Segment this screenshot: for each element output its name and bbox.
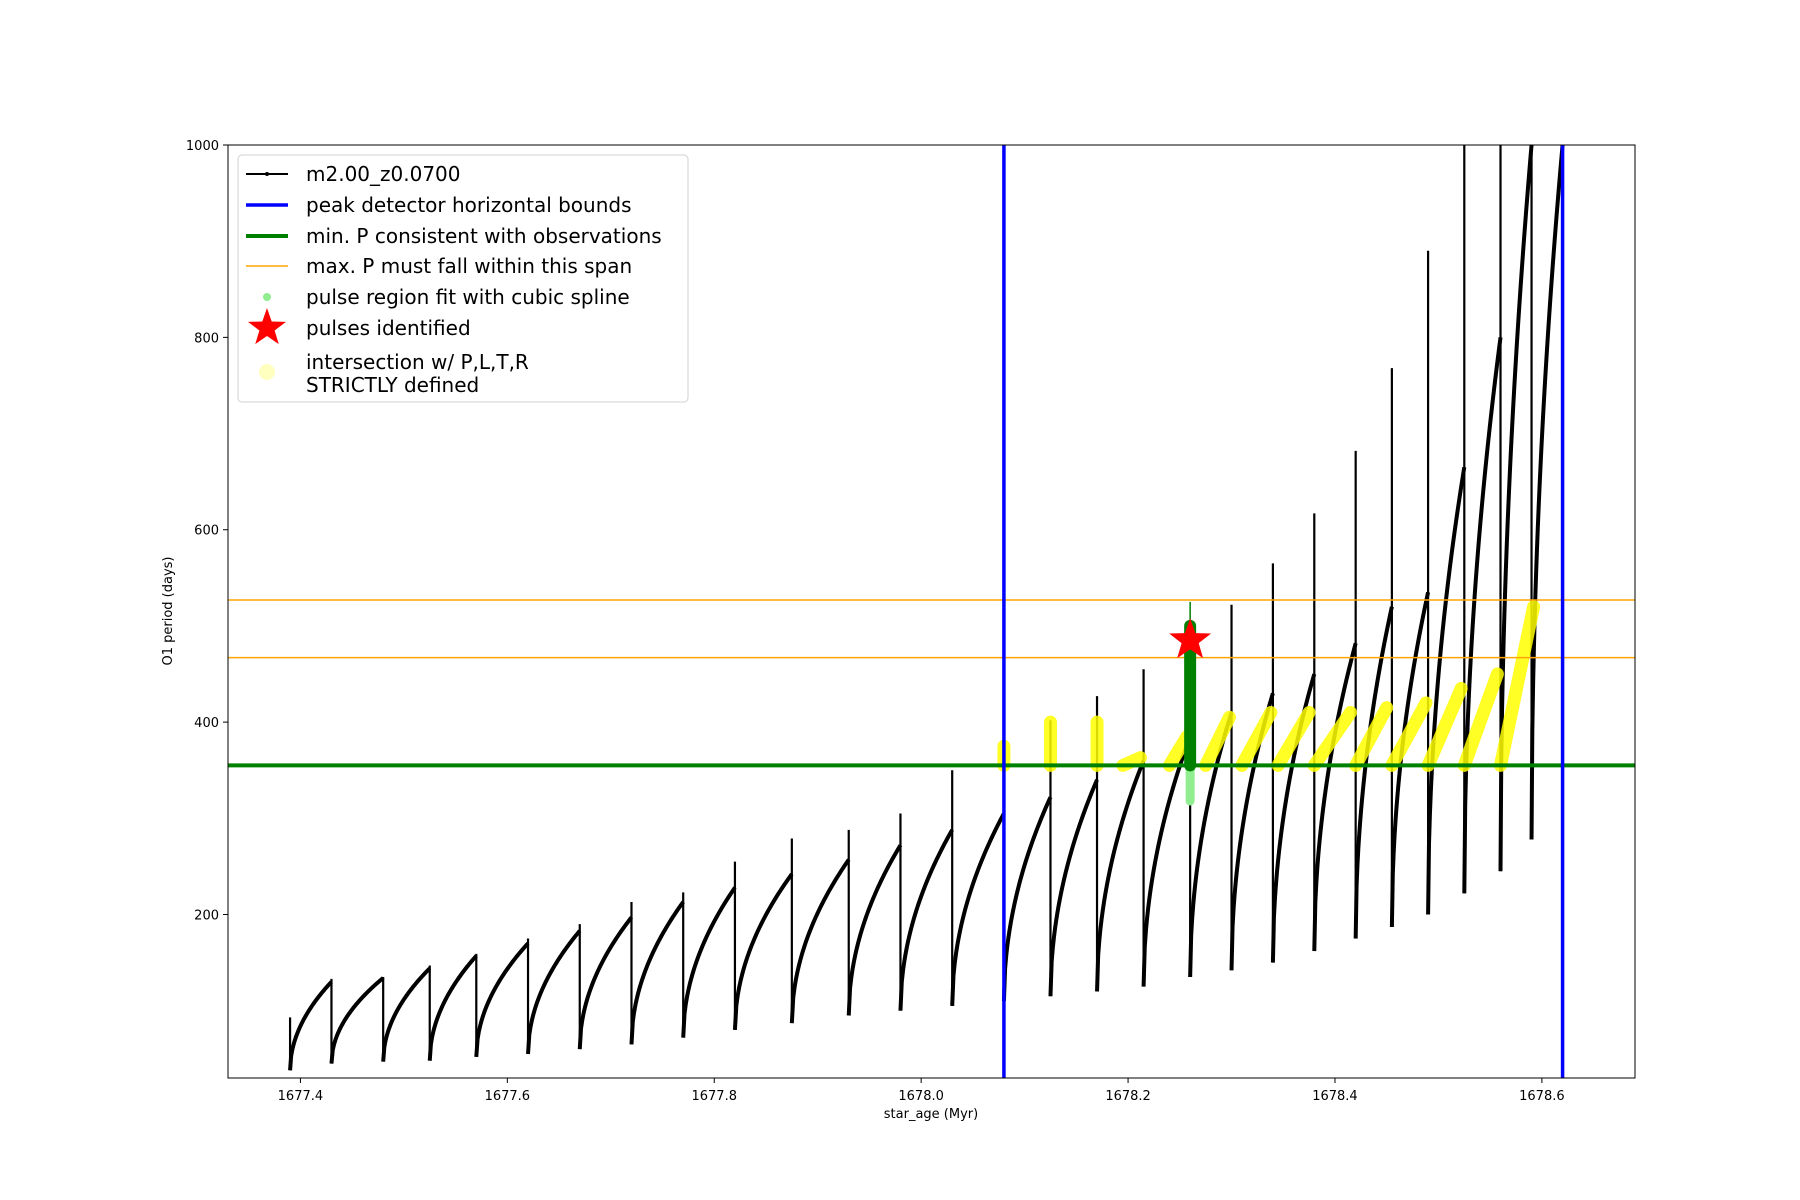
y-tick-label: 800: [194, 331, 219, 346]
intersection-region: [1457, 667, 1504, 772]
track-segment: [1270, 673, 1317, 963]
x-axis-label: star_age (Myr): [884, 1107, 978, 1122]
legend-label: STRICTLY defined: [306, 373, 479, 397]
y-axis-label: O1 period (days): [161, 556, 176, 665]
legend-label: peak detector horizontal bounds: [306, 193, 632, 217]
x-tick-label: 1677.6: [485, 1089, 531, 1104]
track-segment: [526, 929, 582, 1055]
track-segment: [427, 954, 478, 1061]
x-tick-label: 1678.2: [1105, 1089, 1151, 1104]
data-layer: [228, 145, 1635, 1078]
track-segment: [329, 976, 385, 1064]
track-segment: [898, 828, 954, 1011]
track-segment: [732, 872, 794, 1031]
y-tick-label: 200: [194, 908, 219, 923]
y-tick-label: 600: [194, 524, 219, 539]
track-segment: [1498, 145, 1534, 872]
x-tick-label: 1678.6: [1519, 1089, 1565, 1104]
intersection-region: [1494, 600, 1541, 772]
x-tick-label: 1678.4: [1312, 1089, 1358, 1104]
track-segment: [1353, 606, 1394, 939]
axes-layer: 1677.4 1677.6 1677.8 1678.0 1678.2 1678.4 1678…: [186, 139, 1565, 1104]
intersection-region: [1235, 705, 1278, 772]
intersection-region: [1421, 681, 1468, 772]
x-tick-label: 1677.8: [691, 1089, 737, 1104]
track-segment: [1095, 759, 1146, 992]
track-segment: [474, 942, 530, 1057]
intersection-region: [1162, 730, 1194, 772]
track-segment: [1462, 337, 1503, 894]
intersection-region: [1349, 701, 1394, 772]
intersection-region: [1385, 696, 1433, 772]
x-tick-label: 1677.4: [278, 1089, 324, 1104]
track-segment: [950, 812, 1006, 1006]
track-segment: [288, 980, 333, 1071]
y-tick-label: 1000: [186, 139, 219, 154]
track-segment: [1529, 145, 1565, 840]
track-segment: [629, 900, 685, 1045]
track-segment: [1389, 591, 1431, 928]
legend-handle-track-marker: [265, 172, 269, 176]
legend-handle-pulse-star: [247, 308, 287, 345]
y-tick-label: 400: [194, 716, 219, 731]
legend-label: pulses identified: [306, 316, 471, 340]
legend-handle-spline: [263, 293, 271, 301]
intersection-region: [1307, 705, 1357, 772]
track-segment: [1426, 466, 1467, 915]
track-segment: [789, 858, 851, 1024]
legend-box: [237, 154, 689, 403]
legend-label: m2.00_z0.0700: [306, 162, 461, 186]
legend-handle-intersection: [259, 364, 275, 380]
track-segment: [1001, 796, 1053, 1002]
track-segment: [1141, 735, 1193, 987]
track-segment: [681, 886, 737, 1038]
legend-label: intersection w/ P,L,T,R: [306, 350, 529, 374]
pulse-star-marker: [1169, 618, 1212, 659]
legend-label: min. P consistent with observations: [306, 224, 662, 248]
x-tick-label: 1678.0: [898, 1089, 944, 1104]
track-segment: [577, 916, 634, 1050]
track-segment: [846, 844, 903, 1016]
intersection-region: [1199, 710, 1236, 772]
plot-frame: [227, 144, 1636, 1079]
track-segment: [381, 966, 432, 1062]
track-segment: [1048, 779, 1099, 997]
intersection-region: [1271, 705, 1316, 772]
legend-label: max. P must fall within this span: [306, 254, 632, 278]
legend-label: pulse region fit with cubic spline: [306, 285, 630, 309]
